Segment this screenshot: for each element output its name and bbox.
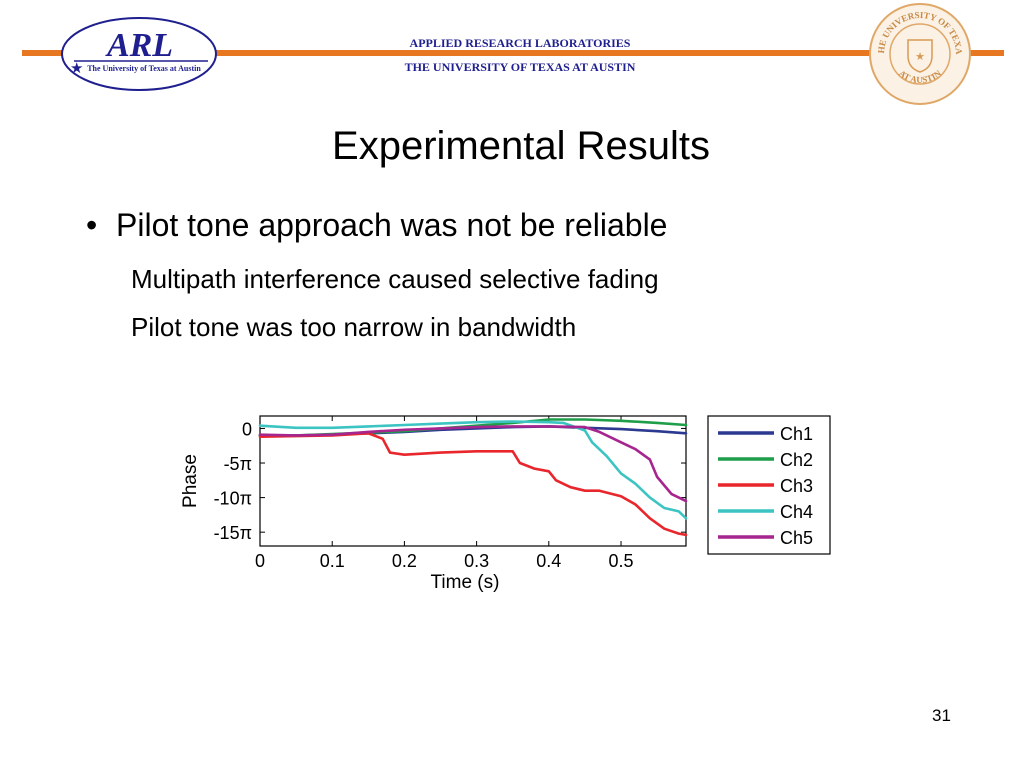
university-name-line: THE UNIVERSITY OF TEXAS AT AUSTIN	[404, 60, 636, 74]
x-tick-label: 0	[255, 551, 265, 571]
arl-logo-text: ARL	[105, 27, 173, 64]
phase-chart: 0 0.1 0.2 0.3 0.4 0.5 0 -5π -10π -15π Time (s) Ph…	[180, 415, 831, 593]
series-line-ch4	[258, 420, 688, 520]
slide-title: Experimental Results	[332, 124, 710, 168]
x-tick-label: 0.5	[609, 551, 634, 571]
legend-label-ch1: Ch1	[780, 424, 813, 444]
subbullet-item: Multipath interference caused selective …	[131, 264, 659, 294]
arl-logo-subtext: The University of Texas at Austin	[87, 64, 201, 73]
star-icon: ★	[915, 51, 925, 63]
x-tick-label: 0.1	[320, 551, 345, 571]
bullet-marker: •	[86, 207, 98, 243]
header-accent-bar	[22, 50, 1004, 56]
legend-label-ch2: Ch2	[780, 450, 813, 470]
y-axis-label: Phase	[180, 454, 201, 508]
legend-label-ch4: Ch4	[780, 502, 813, 522]
y-tick-label: -10π	[214, 489, 252, 509]
y-tick-label: 0	[242, 419, 252, 439]
x-tick-label: 0.2	[392, 551, 417, 571]
x-tick-label: 0.4	[536, 551, 561, 571]
bullet-text: Pilot tone approach was not be reliable	[116, 207, 668, 243]
plot-area	[259, 415, 687, 547]
series-line-ch3	[258, 431, 688, 537]
x-tick-label: 0.3	[464, 551, 489, 571]
lab-name-line: APPLIED RESEARCH LABORATORIES	[409, 36, 631, 50]
page-number: 31	[932, 706, 951, 725]
y-tick-label: -15π	[214, 523, 252, 543]
bullet-item: • Pilot tone approach was not be reliable	[86, 207, 667, 244]
subbullet-item: Pilot tone was too narrow in bandwidth	[131, 312, 577, 342]
seal-bottom-text: AT AUSTIN	[897, 68, 943, 85]
arl-logo: ARL ★ The University of Texas at Austin	[61, 17, 217, 91]
series-line-ch5	[258, 425, 688, 503]
shield-icon	[907, 39, 933, 73]
star-icon: ★	[70, 60, 83, 77]
legend-label-ch5: Ch5	[780, 528, 813, 548]
x-axis-label: Time (s)	[431, 572, 500, 593]
y-tick-label: -5π	[224, 454, 252, 474]
university-seal: THE UNIVERSITY OF TEXAS AT AUSTIN ★	[868, 2, 971, 105]
legend-label-ch3: Ch3	[780, 476, 813, 496]
